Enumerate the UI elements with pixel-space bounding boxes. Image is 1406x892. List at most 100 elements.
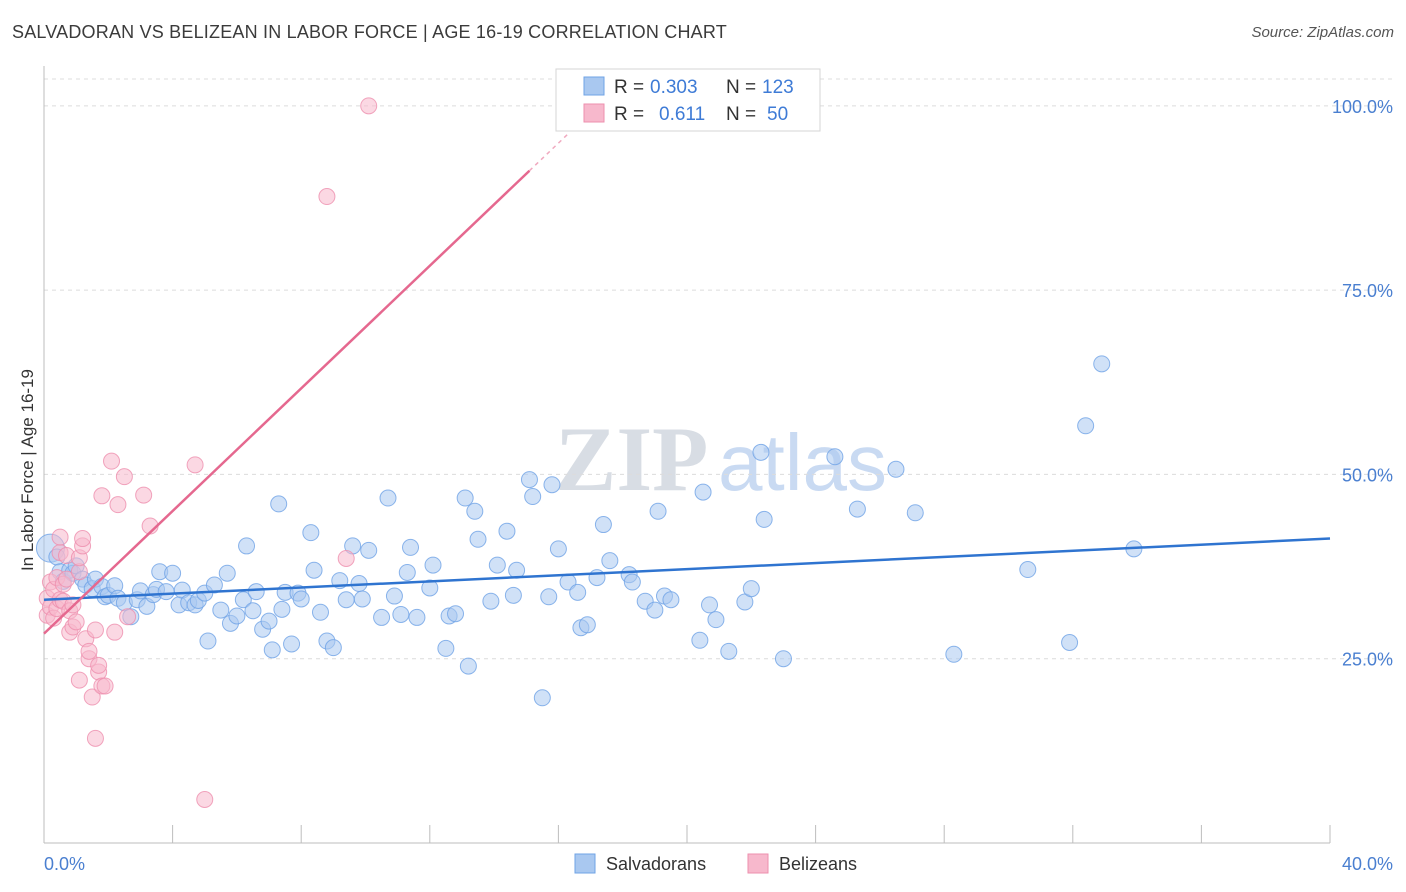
salvadorans-point <box>353 590 371 608</box>
salvadorans-point <box>270 495 288 513</box>
legend-n-label-1: N = <box>726 77 756 98</box>
salvadorans-point <box>1077 417 1095 435</box>
bottom-legend-swatch-belizeans <box>747 853 769 874</box>
series-belizeans <box>38 97 378 809</box>
bottom-legend-swatch-salvadorans <box>574 853 596 874</box>
salvadorans-point <box>646 601 664 619</box>
belizeans-point <box>360 97 378 115</box>
salvadorans-point <box>379 489 397 507</box>
x-tick-label-max: 40.0% <box>1342 854 1393 874</box>
salvadorans-point <box>469 530 487 548</box>
salvadorans-point <box>302 524 320 542</box>
salvadorans-point <box>337 591 355 609</box>
salvadorans-point <box>701 596 719 614</box>
belizeans-point <box>70 671 88 689</box>
belizeans-point <box>119 608 137 626</box>
salvadorans-point <box>1093 355 1111 373</box>
y-tick-label-3: 100.0% <box>1332 97 1393 117</box>
watermark-atlas: atlas <box>718 418 887 507</box>
belizeans-point <box>196 791 214 809</box>
salvadorans-point <box>360 541 378 559</box>
legend-swatch-belizeans <box>583 103 605 123</box>
legend-r-value-2: 0.611 <box>659 104 705 125</box>
bottom-legend-label-belizeans: Belizeans <box>779 854 857 874</box>
salvadorans-point <box>205 576 223 594</box>
salvadorans-point <box>238 537 256 555</box>
salvadorans-point <box>887 460 905 478</box>
salvadorans-point <box>774 650 792 668</box>
legend-r-value-1: 0.303 <box>650 77 698 98</box>
belizeans-point <box>74 530 92 548</box>
salvadorans-point <box>662 591 680 609</box>
belizeans-point <box>80 642 98 660</box>
salvadorans-point <box>212 601 230 619</box>
salvadorans-point <box>755 510 773 528</box>
legend-r-label-1: R = <box>614 77 644 98</box>
belizeans-point <box>83 688 101 706</box>
legend-r-label-2: R = <box>614 104 644 125</box>
trend-line-belizeans <box>43 169 531 635</box>
belizeans-point <box>318 188 336 206</box>
salvadorans-point <box>498 522 516 540</box>
source-label: Source: ZipAtlas.com <box>1251 24 1394 41</box>
salvadorans-point <box>392 605 410 623</box>
y-tick-label-1: 50.0% <box>1342 465 1393 485</box>
axes <box>43 66 1331 844</box>
bottom-legend-label-salvadorans: Salvadorans <box>606 854 706 874</box>
salvadorans-point <box>164 564 182 582</box>
salvadorans-point <box>504 586 522 604</box>
salvadorans-point <box>578 616 596 634</box>
salvadorans-point <box>456 489 474 507</box>
salvadorans-point <box>549 540 567 558</box>
gridlines <box>44 78 1393 660</box>
salvadorans-point <box>826 448 844 466</box>
legend-swatch-salvadorans <box>583 76 605 96</box>
legend-n-label-2: N = <box>726 104 756 125</box>
legend-n-value-2: 50 <box>767 104 788 125</box>
belizeans-point <box>106 623 124 641</box>
salvadorans-point <box>199 632 217 650</box>
salvadorans-point <box>234 591 252 609</box>
series-salvadorans <box>35 355 1143 707</box>
salvadorans-point <box>1019 561 1037 579</box>
salvadorans-point <box>543 476 561 494</box>
x-tick-label-min: 0.0% <box>44 854 85 874</box>
salvadorans-point <box>459 657 477 675</box>
belizeans-point <box>109 496 127 514</box>
salvadorans-point <box>408 608 426 626</box>
salvadorans-point <box>437 639 455 657</box>
belizeans-point <box>96 677 114 695</box>
salvadorans-point <box>524 488 542 506</box>
belizeans-point <box>186 456 204 474</box>
salvadorans-point <box>324 639 342 657</box>
salvadorans-point <box>742 580 760 598</box>
y-tick-label-2: 75.0% <box>1342 281 1393 301</box>
belizeans-point <box>93 487 111 505</box>
belizeans-point <box>51 528 69 546</box>
salvadorans-point <box>533 689 551 707</box>
salvadorans-point <box>311 603 329 621</box>
salvadorans-point <box>1061 633 1079 651</box>
salvadorans-point <box>305 561 323 579</box>
salvadorans-point <box>385 587 403 605</box>
salvadorans-point <box>482 592 500 610</box>
y-tick-label-0: 25.0% <box>1342 650 1393 670</box>
trend-lines <box>43 133 1331 635</box>
salvadorans-point <box>694 483 712 501</box>
salvadorans-point <box>649 502 667 520</box>
belizeans-point <box>337 549 355 567</box>
salvadorans-point <box>421 579 439 597</box>
salvadorans-point <box>520 471 538 489</box>
salvadorans-point <box>398 563 416 581</box>
watermark: ZIP atlas <box>555 408 887 510</box>
salvadorans-point <box>752 443 770 461</box>
trend-line-salvadorans <box>43 537 1331 601</box>
belizeans-point <box>90 656 108 674</box>
salvadorans-point <box>373 608 391 626</box>
x-tick-labels: 0.0% 40.0% <box>44 854 1393 874</box>
belizeans-point <box>103 452 121 470</box>
salvadorans-point <box>594 516 612 534</box>
bottom-legend: Salvadorans Belizeans <box>574 853 857 874</box>
salvadorans-point <box>283 635 301 653</box>
